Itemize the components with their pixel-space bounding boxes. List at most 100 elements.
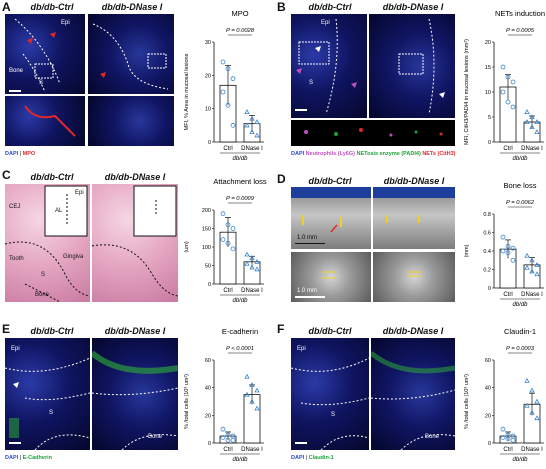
y-tick-label: 200 xyxy=(202,208,211,214)
region-bone: Bone xyxy=(35,292,50,298)
micrograph-ct-dnase xyxy=(373,252,455,302)
region-cej: CEJ xyxy=(9,204,21,210)
stain-legend: DAPI | MPO xyxy=(5,151,35,157)
y-tick-label: 0 xyxy=(208,282,211,288)
legend-item: E-Cadherin xyxy=(22,455,52,461)
micrograph-he-dnase xyxy=(92,184,178,302)
bone-marker xyxy=(386,215,420,223)
data-point xyxy=(220,237,226,242)
y-tick-label: 0 xyxy=(208,140,211,146)
y-tick-label: 10 xyxy=(205,107,211,113)
region-tooth: Tooth xyxy=(9,256,24,262)
p-value: P = 0.0009 xyxy=(226,196,255,202)
data-point xyxy=(244,373,250,379)
chart-title: MPO xyxy=(231,9,248,18)
x-tick-label: DNase I xyxy=(521,292,543,298)
micrograph-nets-dnase xyxy=(369,14,455,118)
data-point xyxy=(244,122,250,128)
condition-title-ctrl: db/db-Ctrl xyxy=(30,326,74,336)
legend-separator: | xyxy=(18,455,23,461)
tissue-outline xyxy=(92,185,178,297)
y-tick-label: 0 xyxy=(488,286,491,292)
y-tick-label: 20 xyxy=(205,413,211,419)
micrograph-nets-ctrl: Epi S xyxy=(291,14,367,118)
data-point xyxy=(534,129,540,134)
y-axis-label: % /total cells (10³ um²) xyxy=(464,374,470,429)
condition-title-ctrl: db/db-Ctrl xyxy=(30,2,74,12)
data-point xyxy=(510,79,516,85)
condition-title-dnase: db/db-DNase I xyxy=(101,2,163,12)
x-tick-label: Ctrl xyxy=(503,447,512,453)
data-point xyxy=(500,234,506,240)
lesion-outline xyxy=(296,18,357,115)
panel-label-d: D xyxy=(277,172,286,186)
p-value: P = 0.0062 xyxy=(506,200,535,206)
panel-label-b: B xyxy=(277,0,286,14)
x-tick-label: Ctrl xyxy=(223,146,232,152)
y-axis-label: (um) xyxy=(184,241,190,252)
y-tick-label: 20 xyxy=(205,73,211,79)
y-tick-label: 60 xyxy=(205,358,211,364)
x-tick-label: DNase I xyxy=(521,146,543,152)
legend-item: Neutrophils (Ly6G) xyxy=(305,151,357,157)
region-s: S xyxy=(41,272,46,278)
tissue-outline xyxy=(92,350,178,450)
x-tick-label: Ctrl xyxy=(503,146,512,152)
y-axis-label: (mm) xyxy=(464,244,470,257)
data-point xyxy=(524,377,530,383)
y-tick-label: 150 xyxy=(202,227,211,233)
data-point xyxy=(524,252,530,258)
y-tick-label: 0.6 xyxy=(483,231,491,237)
legend-separator: | xyxy=(18,151,23,157)
legend-item: MPO xyxy=(22,151,36,157)
data-point xyxy=(225,222,231,228)
lesion-outline xyxy=(398,18,445,115)
legend-separator: | xyxy=(304,455,309,461)
condition-title-dnase: db/db-DNase I xyxy=(382,326,444,336)
data-point xyxy=(249,382,255,387)
ct-marker xyxy=(321,271,336,279)
micrograph-mpo-dnase-zoom xyxy=(88,96,174,146)
region-gingiva: Gingiva xyxy=(63,254,84,260)
stain-legend: DAPI | Claudin-1 xyxy=(291,455,334,461)
data-point xyxy=(529,257,535,263)
y-tick-label: 40 xyxy=(205,386,211,392)
panel-label-a: A xyxy=(2,0,11,14)
chart-nets: NETs induction 0 5 10 15 20 MFI, CitH3/PADI4 i… xyxy=(464,9,545,162)
data-point xyxy=(500,435,506,440)
legend-item: DAPI xyxy=(5,151,19,157)
condition-title-dnase: db/db-DNase I xyxy=(104,172,166,182)
region-s: S xyxy=(39,80,44,86)
data-point xyxy=(500,89,506,95)
data-point xyxy=(534,398,540,404)
scale-label: 1.0 mm xyxy=(297,235,318,241)
data-point xyxy=(505,74,511,80)
chart-claudin-1: Claudin-1 0 20 40 60 % /total cells (10³ um²)… xyxy=(464,327,544,463)
data-point xyxy=(244,260,250,266)
y-axis-label: MFI, CitH3/PADI4 in mucosal lesions (mm²… xyxy=(464,39,470,145)
data-point xyxy=(534,271,540,277)
chart-mpo: MPO 0 10 20 30 MFI, % Area in mucosal lesions… xyxy=(184,9,264,162)
data-point xyxy=(500,64,506,70)
tissue-outline xyxy=(5,357,90,450)
y-tick-label: 0.4 xyxy=(483,249,491,255)
panel-label-c: C xyxy=(2,168,11,182)
legend-item: NETs (CitH3) xyxy=(422,151,456,157)
stain-legend: DAPI | E-Cadherin xyxy=(5,455,52,461)
data-point xyxy=(220,211,226,217)
condition-title-dnase: db/db-DNase I xyxy=(383,176,445,186)
data-point xyxy=(529,387,535,393)
data-point xyxy=(505,243,511,249)
region-epi: Epi xyxy=(11,346,20,352)
micrograph-mpo-ctrl-zoom xyxy=(5,96,85,146)
ct-marker xyxy=(407,271,422,277)
data-point xyxy=(500,426,506,432)
data-point xyxy=(254,387,260,393)
data-point xyxy=(505,99,511,105)
group-label: db/db xyxy=(232,298,248,304)
data-point xyxy=(534,262,540,267)
region-al: AL xyxy=(55,208,63,214)
data-point xyxy=(249,115,255,121)
legend-item: DAPI xyxy=(5,455,19,461)
group-label: db/db xyxy=(512,457,528,463)
